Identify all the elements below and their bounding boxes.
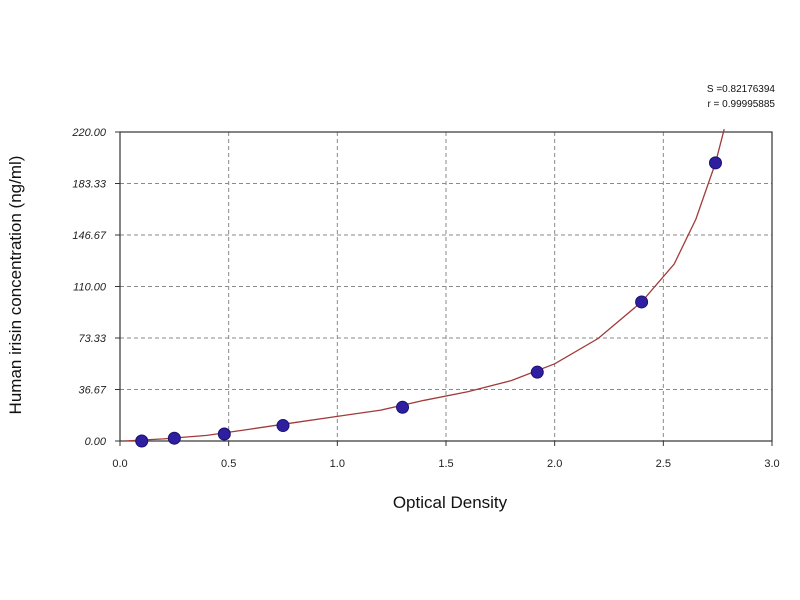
data-point [396,400,410,414]
data-point [217,427,231,441]
stat-s-value: S =0.82176394 [707,84,776,95]
data-points [135,156,722,448]
tick-labels: 0.0 0.5 1.0 1.5 2.0 2.5 3.0 0.00 36.67 73.33 110.0… [71,127,779,470]
data-point [635,295,649,309]
data-point [708,156,722,170]
x-tick-label: 1.0 [330,458,345,470]
fit-curve-layer [124,129,725,442]
x-tick-label: 3.0 [764,458,779,470]
fit-curve [124,129,725,442]
data-point [167,431,181,445]
data-point [530,365,544,379]
x-axis-title: Optical Density [393,493,508,512]
y-tick-label: 110.00 [73,282,107,294]
y-axis-title: Human irisin concentration (ng/ml) [6,156,25,415]
y-tick-label: 36.67 [78,384,106,396]
y-tick-label: 73.33 [78,333,106,345]
x-tick-label: 2.5 [656,458,671,470]
y-tick-label: 183.33 [72,179,107,191]
y-tick-label: 220.00 [71,127,107,139]
y-tick-label: 0.00 [85,436,107,448]
x-tick-label: 0.0 [112,458,127,470]
data-point [276,419,290,433]
axes [115,131,773,446]
x-tick-label: 0.5 [221,458,236,470]
y-tick-label: 146.67 [72,230,107,242]
x-tick-label: 2.0 [547,458,562,470]
stat-r-value: r = 0.99995885 [707,99,775,110]
data-point [135,434,149,448]
grid [120,132,772,441]
x-tick-label: 1.5 [438,458,453,470]
